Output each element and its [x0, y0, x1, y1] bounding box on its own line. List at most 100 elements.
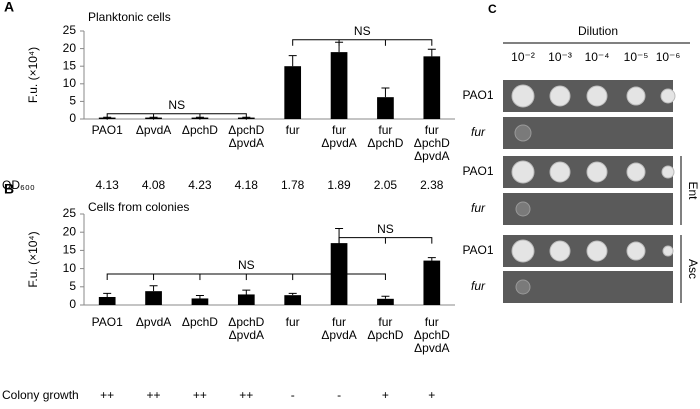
error-bar	[381, 295, 390, 299]
x-tick-label: ΔpvdA	[135, 123, 172, 137]
colony-spot	[586, 240, 608, 262]
y-tick-label: 20	[63, 224, 77, 238]
colony-spot	[586, 85, 608, 107]
error-bar	[427, 257, 436, 261]
error-bar	[381, 87, 390, 98]
plate-strip	[503, 271, 673, 303]
x-tick-label: fur	[285, 315, 300, 329]
y-tick-label: 10	[63, 261, 77, 275]
colony-spot	[511, 160, 535, 184]
error-bar	[242, 289, 251, 295]
x-tick-label: fur ΔpchD	[367, 123, 404, 150]
x-tick-label: PAO1	[91, 123, 123, 137]
row-value: ++	[192, 388, 207, 402]
row-value: 2.05	[373, 178, 398, 192]
colony-spot	[549, 161, 571, 183]
row-value: 4.08	[141, 178, 166, 192]
y-tick-label: 25	[63, 206, 77, 220]
x-tick-label: ΔpchD ΔpvdA	[228, 315, 265, 342]
x-tick-label: fur	[285, 123, 300, 137]
x-tick-label: fur ΔpchD ΔpvdA	[413, 123, 450, 163]
x-tick-label: ΔpchD ΔpvdA	[228, 123, 265, 150]
colony-spot	[586, 161, 608, 183]
bar	[423, 56, 441, 119]
colony-spot	[515, 201, 531, 217]
dilution-label: 10⁻²	[511, 50, 535, 64]
dilution-label: 10⁻⁵	[624, 50, 649, 64]
row-value: +	[381, 388, 389, 402]
colony-spot	[662, 245, 674, 257]
y-tick-label: 15	[63, 58, 77, 72]
ns-bracket	[292, 39, 433, 46]
group-label: Ent	[686, 181, 700, 200]
bar	[98, 296, 116, 305]
x-tick-label: fur ΔpvdA	[321, 315, 357, 342]
y-tick-label: 0	[69, 111, 76, 125]
colony-spot	[511, 239, 535, 263]
colony-spot	[626, 241, 646, 261]
colony-spot	[549, 240, 571, 262]
colony-spot	[660, 88, 676, 104]
colony-spot	[514, 124, 532, 142]
dilution-label: 10⁻³	[548, 50, 572, 64]
colony-spot	[549, 85, 571, 107]
ns-label: NS	[377, 222, 394, 236]
strain-label: PAO1	[462, 88, 493, 102]
plate-strip	[503, 193, 673, 225]
bar	[423, 260, 441, 305]
error-bar	[195, 295, 204, 299]
colony-spot	[515, 279, 531, 295]
row-value: -	[337, 388, 342, 402]
row-value: 1.78	[281, 178, 305, 192]
x-tick-label: ΔpchD	[181, 123, 218, 137]
chart-title: Planktonic cells	[88, 10, 171, 24]
y-tick-label: 0	[69, 297, 76, 311]
bar	[191, 298, 209, 305]
strain-label: fur	[471, 279, 486, 293]
strain-label: fur	[471, 201, 486, 215]
colony-spot	[626, 86, 646, 106]
y-tick-label: 20	[63, 41, 77, 55]
row-value: 4.18	[234, 178, 258, 192]
row-value: ++	[239, 388, 254, 402]
panel-label: C	[488, 2, 497, 16]
row-value: 4.13	[95, 178, 119, 192]
y-tick-label: 5	[69, 279, 76, 293]
bar	[377, 97, 394, 119]
x-tick-label: PAO1	[91, 315, 123, 329]
dilution-title: Dilution	[578, 24, 618, 38]
error-bar	[427, 48, 436, 57]
row-label: Colony growth	[2, 388, 79, 402]
row-value: +	[428, 388, 436, 402]
dilution-label: 10⁻⁶	[656, 50, 681, 64]
x-tick-label: ΔpvdA	[135, 315, 172, 329]
y-axis-label: F.u. (×10⁴)	[26, 231, 40, 287]
row-value: ++	[100, 388, 115, 402]
strain-label: fur	[471, 125, 486, 139]
row-value: 1.89	[327, 178, 351, 192]
strain-label: PAO1	[462, 243, 493, 257]
bar	[330, 52, 348, 120]
error-bar	[288, 292, 297, 296]
colony-spot	[661, 165, 675, 179]
chart-title: Cells from colonies	[88, 200, 189, 214]
strain-label: PAO1	[462, 164, 493, 178]
ns-label: NS	[238, 258, 255, 272]
panel-label: A	[4, 0, 14, 15]
bar	[284, 295, 302, 305]
error-bar	[149, 285, 158, 292]
dilution-label: 10⁻⁴	[585, 50, 610, 64]
ns-label: NS	[168, 98, 185, 112]
bar	[284, 66, 302, 119]
ns-label: NS	[354, 24, 371, 38]
x-tick-label: fur ΔpchD ΔpvdA	[413, 315, 450, 355]
panel-label: B	[4, 181, 14, 197]
colony-spot	[511, 84, 535, 108]
error-bar	[288, 55, 297, 67]
y-axis-label: F.u. (×10⁴)	[26, 47, 40, 103]
bar	[377, 298, 394, 305]
y-tick-label: 15	[63, 243, 77, 257]
row-value: -	[290, 388, 295, 402]
